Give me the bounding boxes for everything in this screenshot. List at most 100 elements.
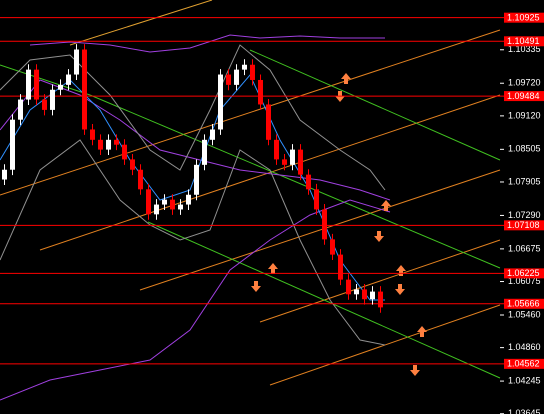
candle-body: [258, 79, 263, 105]
level-label-box: [504, 220, 544, 231]
candle-body: [250, 64, 255, 80]
candle-body: [74, 49, 79, 75]
arrow-up: [341, 73, 351, 84]
candle-body: [210, 129, 215, 140]
y-tick-label: 1.09720: [508, 78, 541, 88]
level-label: 1.09484: [507, 91, 540, 101]
candle-body: [194, 164, 199, 195]
candle-body: [346, 279, 351, 295]
candle-body: [42, 99, 47, 110]
level-label-box: [504, 12, 544, 23]
candle-body: [106, 139, 111, 150]
level-label: 1.10491: [507, 36, 540, 46]
candle-body: [146, 189, 151, 215]
candle-body: [274, 139, 279, 160]
arrow-down: [374, 231, 384, 242]
candle-body: [354, 289, 359, 295]
candle-body: [202, 139, 207, 165]
candle-body: [122, 144, 127, 160]
candle-body: [290, 149, 295, 165]
candle-body: [98, 139, 103, 150]
candle-body: [50, 89, 55, 110]
arrow-up: [268, 263, 278, 274]
candle-body: [26, 69, 31, 100]
candle-body: [226, 74, 231, 85]
candle-body: [370, 291, 375, 300]
level-label-box: [504, 358, 544, 369]
band-line: [0, 44, 386, 191]
channel-line: [89, 94, 501, 269]
band-line: [0, 79, 391, 201]
trendline: [69, 0, 213, 46]
indicators: [0, 0, 501, 401]
candle-body: [362, 289, 367, 300]
arrow-up: [396, 265, 406, 276]
candle-body: [338, 254, 343, 280]
band-line: [0, 199, 391, 401]
candle-body: [234, 69, 239, 85]
trendline: [0, 29, 501, 196]
candle-body: [306, 174, 311, 190]
candle-body: [138, 169, 143, 190]
candle-body: [130, 159, 135, 170]
y-tick-label: 1.08505: [508, 144, 541, 154]
trendline: [259, 239, 501, 323]
y-tick-label: 1.04860: [508, 342, 541, 352]
level-label: 1.07108: [507, 220, 540, 230]
candle-body: [282, 159, 287, 165]
arrow-down: [410, 365, 420, 376]
level-label: 1.04562: [507, 359, 540, 369]
arrow-up: [417, 326, 427, 337]
candle-body: [18, 99, 23, 120]
candle-body: [314, 189, 319, 210]
candle-body: [242, 64, 247, 70]
candle-body: [162, 199, 167, 205]
candle-body: [186, 194, 191, 205]
arrow-down: [395, 284, 405, 295]
level-label: 1.10925: [507, 13, 540, 23]
y-tick-label: 1.09120: [508, 110, 541, 120]
candle-body: [154, 204, 159, 215]
y-tick-label: 1.06075: [508, 276, 541, 286]
trendline: [139, 169, 501, 291]
candle-body: [178, 204, 183, 210]
arrow-up: [381, 200, 391, 211]
channel-line: [249, 49, 501, 161]
level-label-box: [504, 36, 544, 47]
candle-body: [266, 104, 271, 140]
arrow-down: [251, 281, 261, 292]
channel-line: [0, 64, 91, 96]
y-tick-label: 1.07905: [508, 176, 541, 186]
y-tick-label: 1.07290: [508, 210, 541, 220]
candle-body: [90, 129, 95, 140]
candle-body: [218, 74, 223, 130]
candle-body: [330, 239, 335, 255]
level-label-box: [504, 298, 544, 309]
candle-body: [322, 209, 327, 240]
y-tick-label: 1.05460: [508, 309, 541, 319]
trendline: [39, 94, 501, 251]
candle-body: [58, 84, 63, 90]
channel-line: [147, 221, 501, 379]
candle-body: [10, 119, 15, 170]
level-label-box: [504, 268, 544, 279]
level-label-box: [504, 91, 544, 102]
candle-body: [114, 139, 119, 145]
candle-body: [34, 69, 39, 100]
level-label: 1.05666: [507, 299, 540, 309]
band-line: [0, 139, 386, 346]
candle-body: [378, 291, 383, 308]
candle-body: [82, 49, 87, 130]
y-tick-label: 1.06675: [508, 243, 541, 253]
level-label: 1.06225: [507, 268, 540, 278]
candle-body: [2, 169, 7, 180]
y-tick-label: 1.04245: [508, 375, 541, 385]
candle-body: [298, 149, 303, 175]
y-tick-label: 1.10335: [508, 44, 541, 54]
y-tick-label: 1.03645: [508, 408, 541, 414]
candle-body: [66, 74, 71, 85]
candle-body: [170, 199, 175, 210]
